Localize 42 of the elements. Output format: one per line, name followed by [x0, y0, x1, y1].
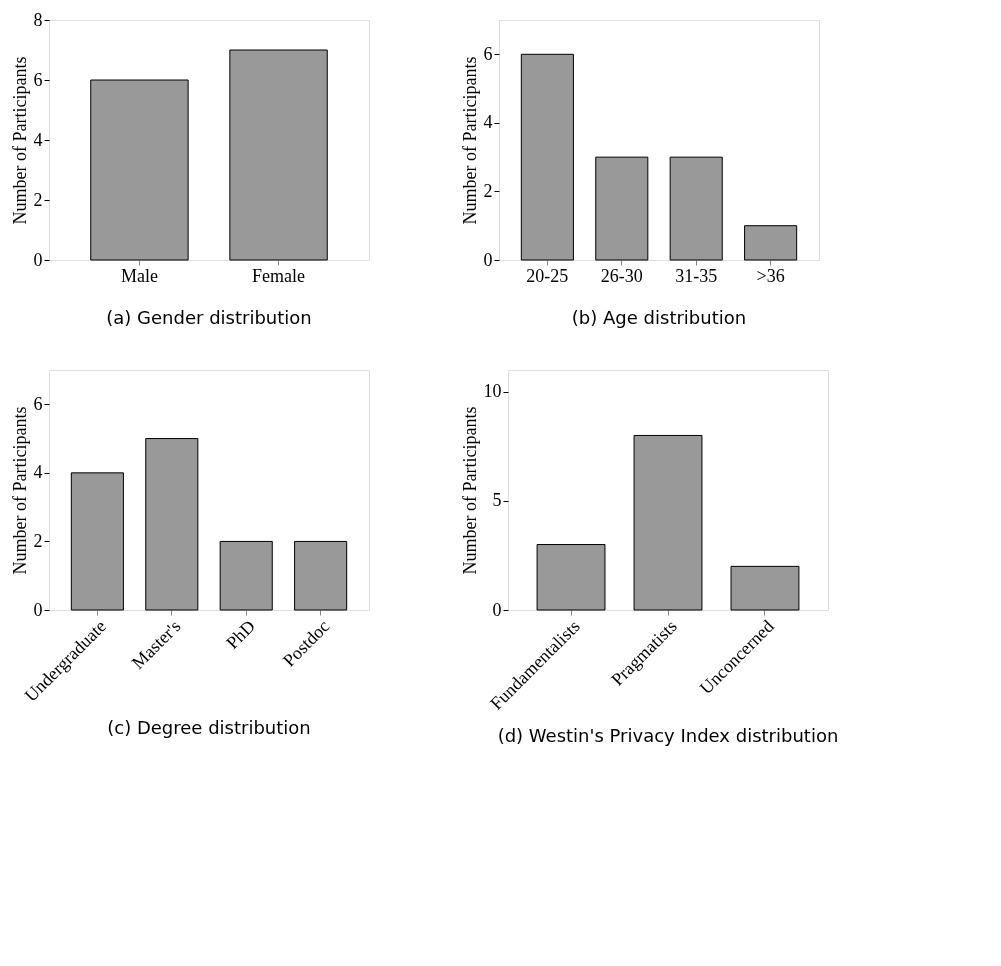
- y-tick-label: 8: [33, 9, 43, 30]
- bar: [730, 565, 800, 611]
- x-tick-label: 20-25: [526, 265, 569, 286]
- y-tick-label: 6: [33, 393, 43, 414]
- y-tick-label: 4: [483, 112, 493, 133]
- bar: [536, 544, 606, 611]
- bar: [669, 156, 723, 261]
- x-tick-label: PhD: [222, 616, 259, 653]
- y-tick-label: 6: [33, 69, 43, 90]
- y-tick-label: 0: [33, 599, 43, 620]
- y-tick-label: 2: [33, 530, 43, 551]
- y-tick-label: 2: [483, 180, 493, 201]
- y-axis-title: Number of Participants: [9, 406, 30, 575]
- bar: [633, 434, 703, 611]
- y-tick-label: 10: [483, 381, 502, 402]
- y-axis-title: Number of Participants: [459, 406, 480, 575]
- bar: [744, 225, 798, 261]
- x-tick-label: 26-30: [600, 265, 643, 286]
- y-tick-label: 0: [492, 599, 502, 620]
- bar: [70, 472, 124, 611]
- y-tick-label: 6: [483, 43, 493, 64]
- text: (b) Age distribution: [571, 307, 747, 328]
- bar: [145, 438, 199, 611]
- x-tick-label: 31-35: [675, 265, 718, 286]
- y-axis-title: Number of Participants: [459, 56, 480, 225]
- y-tick-label: 4: [33, 462, 43, 483]
- y-tick-label: 4: [33, 129, 43, 150]
- x-tick-label: Male: [120, 265, 158, 286]
- bar: [219, 540, 273, 611]
- bar: [520, 53, 574, 261]
- y-tick-label: 5: [492, 490, 502, 511]
- bar: [595, 156, 649, 261]
- y-axis-title: Number of Participants: [9, 56, 30, 225]
- y-tick-label: 0: [483, 249, 493, 270]
- text: (c) Degree distribution: [107, 717, 311, 739]
- bar: [294, 540, 348, 611]
- y-tick-label: 2: [33, 189, 43, 210]
- text: (a) Gender distribution: [106, 307, 312, 328]
- x-tick-label: >36: [756, 265, 785, 286]
- x-tick-label: Female: [252, 265, 306, 286]
- text: (d) Westin's Privacy Index distribution: [497, 725, 839, 747]
- y-tick-label: 0: [33, 249, 43, 270]
